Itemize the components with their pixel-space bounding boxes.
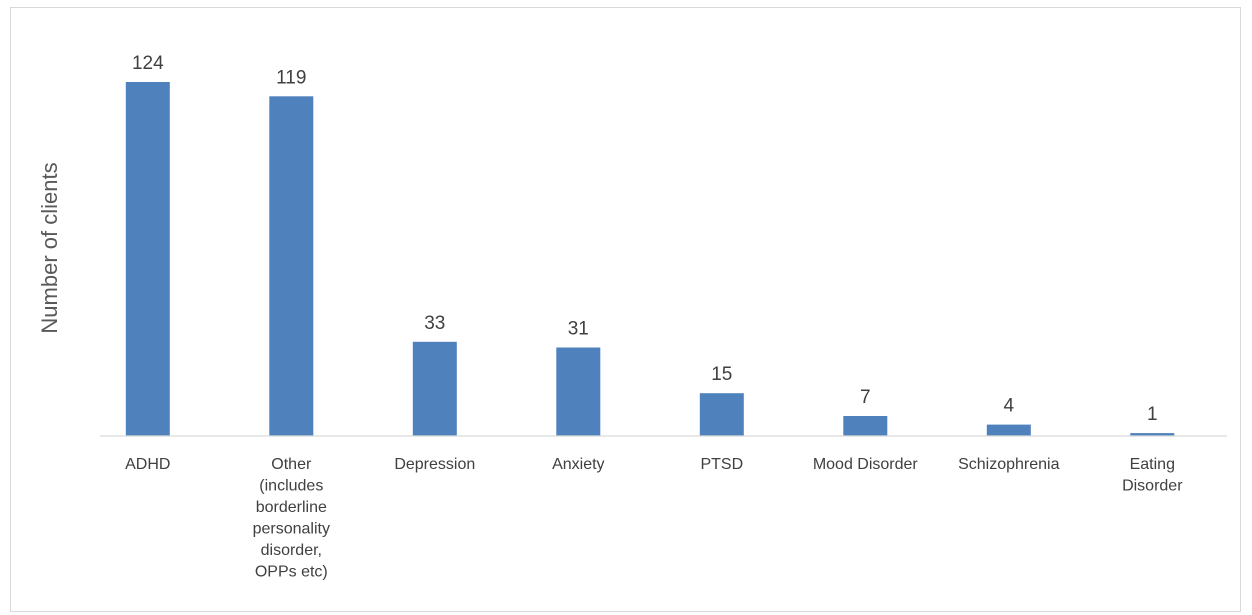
category-label-line: disorder,	[261, 542, 322, 559]
category-label-2: Depression	[394, 456, 475, 473]
bar-6	[986, 424, 1031, 436]
category-label-5: Mood Disorder	[813, 456, 919, 473]
category-label-line: (includes	[259, 478, 323, 495]
category-label-line: Schizophrenia	[958, 456, 1060, 473]
bar-2	[412, 341, 457, 436]
category-label-line: Eating	[1130, 456, 1175, 473]
category-label-6: Schizophrenia	[958, 456, 1060, 473]
bar-1	[269, 96, 314, 437]
data-label-5: 7	[860, 387, 871, 408]
category-label-line: OPPs etc)	[255, 564, 328, 581]
category-label-4: PTSD	[700, 456, 743, 473]
category-label-line: ADHD	[125, 456, 170, 473]
data-label-4: 15	[711, 364, 732, 385]
chart-frame	[10, 7, 1241, 612]
category-label-line: Anxiety	[552, 456, 604, 473]
bar-5	[843, 416, 888, 436]
data-label-7: 1	[1147, 404, 1158, 425]
bar-3	[556, 347, 601, 436]
y-axis-label: Number of clients	[37, 162, 62, 333]
category-label-0: ADHD	[125, 456, 170, 473]
category-labels-group: ADHD Other (includes borderline personality d…	[125, 456, 1183, 581]
bar-4	[699, 393, 744, 436]
category-label-line: Depression	[394, 456, 475, 473]
category-label-line: Disorder	[1122, 478, 1183, 495]
data-label-3: 31	[568, 319, 589, 340]
category-label-1: Other (includes borderline personality disor…	[253, 456, 330, 581]
data-label-6: 4	[1004, 396, 1015, 417]
category-label-line: borderline	[256, 499, 327, 516]
category-label-line: Mood Disorder	[813, 456, 919, 473]
bar-7	[1130, 433, 1175, 436]
category-label-7: Eating Disorder	[1122, 456, 1183, 495]
bars-group	[125, 82, 1175, 437]
data-label-0: 124	[132, 53, 164, 74]
data-label-1: 119	[276, 67, 306, 88]
data-labels-group: 124 119 33 31 15 7 4 1	[132, 53, 1158, 425]
data-label-2: 33	[424, 313, 445, 334]
category-label-line: personality	[253, 521, 330, 538]
category-label-line: Other	[271, 456, 312, 473]
category-label-3: Anxiety	[552, 456, 604, 473]
category-label-line: PTSD	[700, 456, 743, 473]
bar-0	[125, 82, 170, 436]
